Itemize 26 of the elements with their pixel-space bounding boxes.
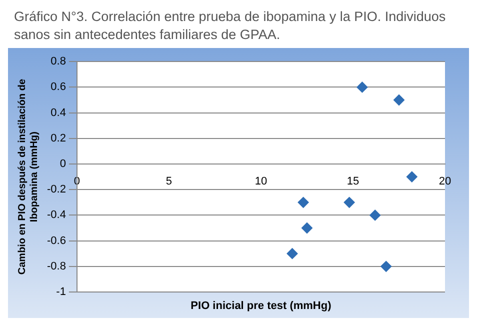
y-tick-label: 0.6 <box>50 81 66 94</box>
point <box>406 171 418 182</box>
y-tick-label: -0.8 <box>46 260 66 272</box>
y-tick-label: 0 <box>60 158 66 170</box>
chart-title: Gráfico N°3. Correlación entre prueba de ibopamina y la PIO. Individuos sanos sin antecedentes familiares de GPAA. <box>13 8 447 44</box>
y-tick-label: 0.4 <box>50 106 66 119</box>
point <box>370 210 381 221</box>
point <box>380 260 392 272</box>
point <box>286 248 298 260</box>
y-tick-label: -0.2 <box>46 184 66 196</box>
point <box>344 196 355 208</box>
y-axis-title: Cambio en PIO después de instilación de Ibopamina (mmHg) <box>16 78 40 275</box>
y-tick-label: 0.2 <box>50 132 66 144</box>
y-tick-label: 0.8 <box>50 56 66 68</box>
x-axis-title: PIO inicial pre test (mmHg) <box>190 300 332 312</box>
x-tick-label: 10 <box>254 176 268 188</box>
x-tick-label: 20 <box>438 176 452 188</box>
point <box>356 82 368 93</box>
y-tick-label: -1 <box>56 286 66 298</box>
y-tick-label: -0.4 <box>46 209 66 222</box>
x-tick-label: 5 <box>166 176 172 188</box>
y-tick-label: -0.6 <box>46 234 66 247</box>
x-tick-label: 15 <box>346 176 360 188</box>
point <box>301 222 312 234</box>
point <box>298 196 309 208</box>
point <box>393 94 404 106</box>
